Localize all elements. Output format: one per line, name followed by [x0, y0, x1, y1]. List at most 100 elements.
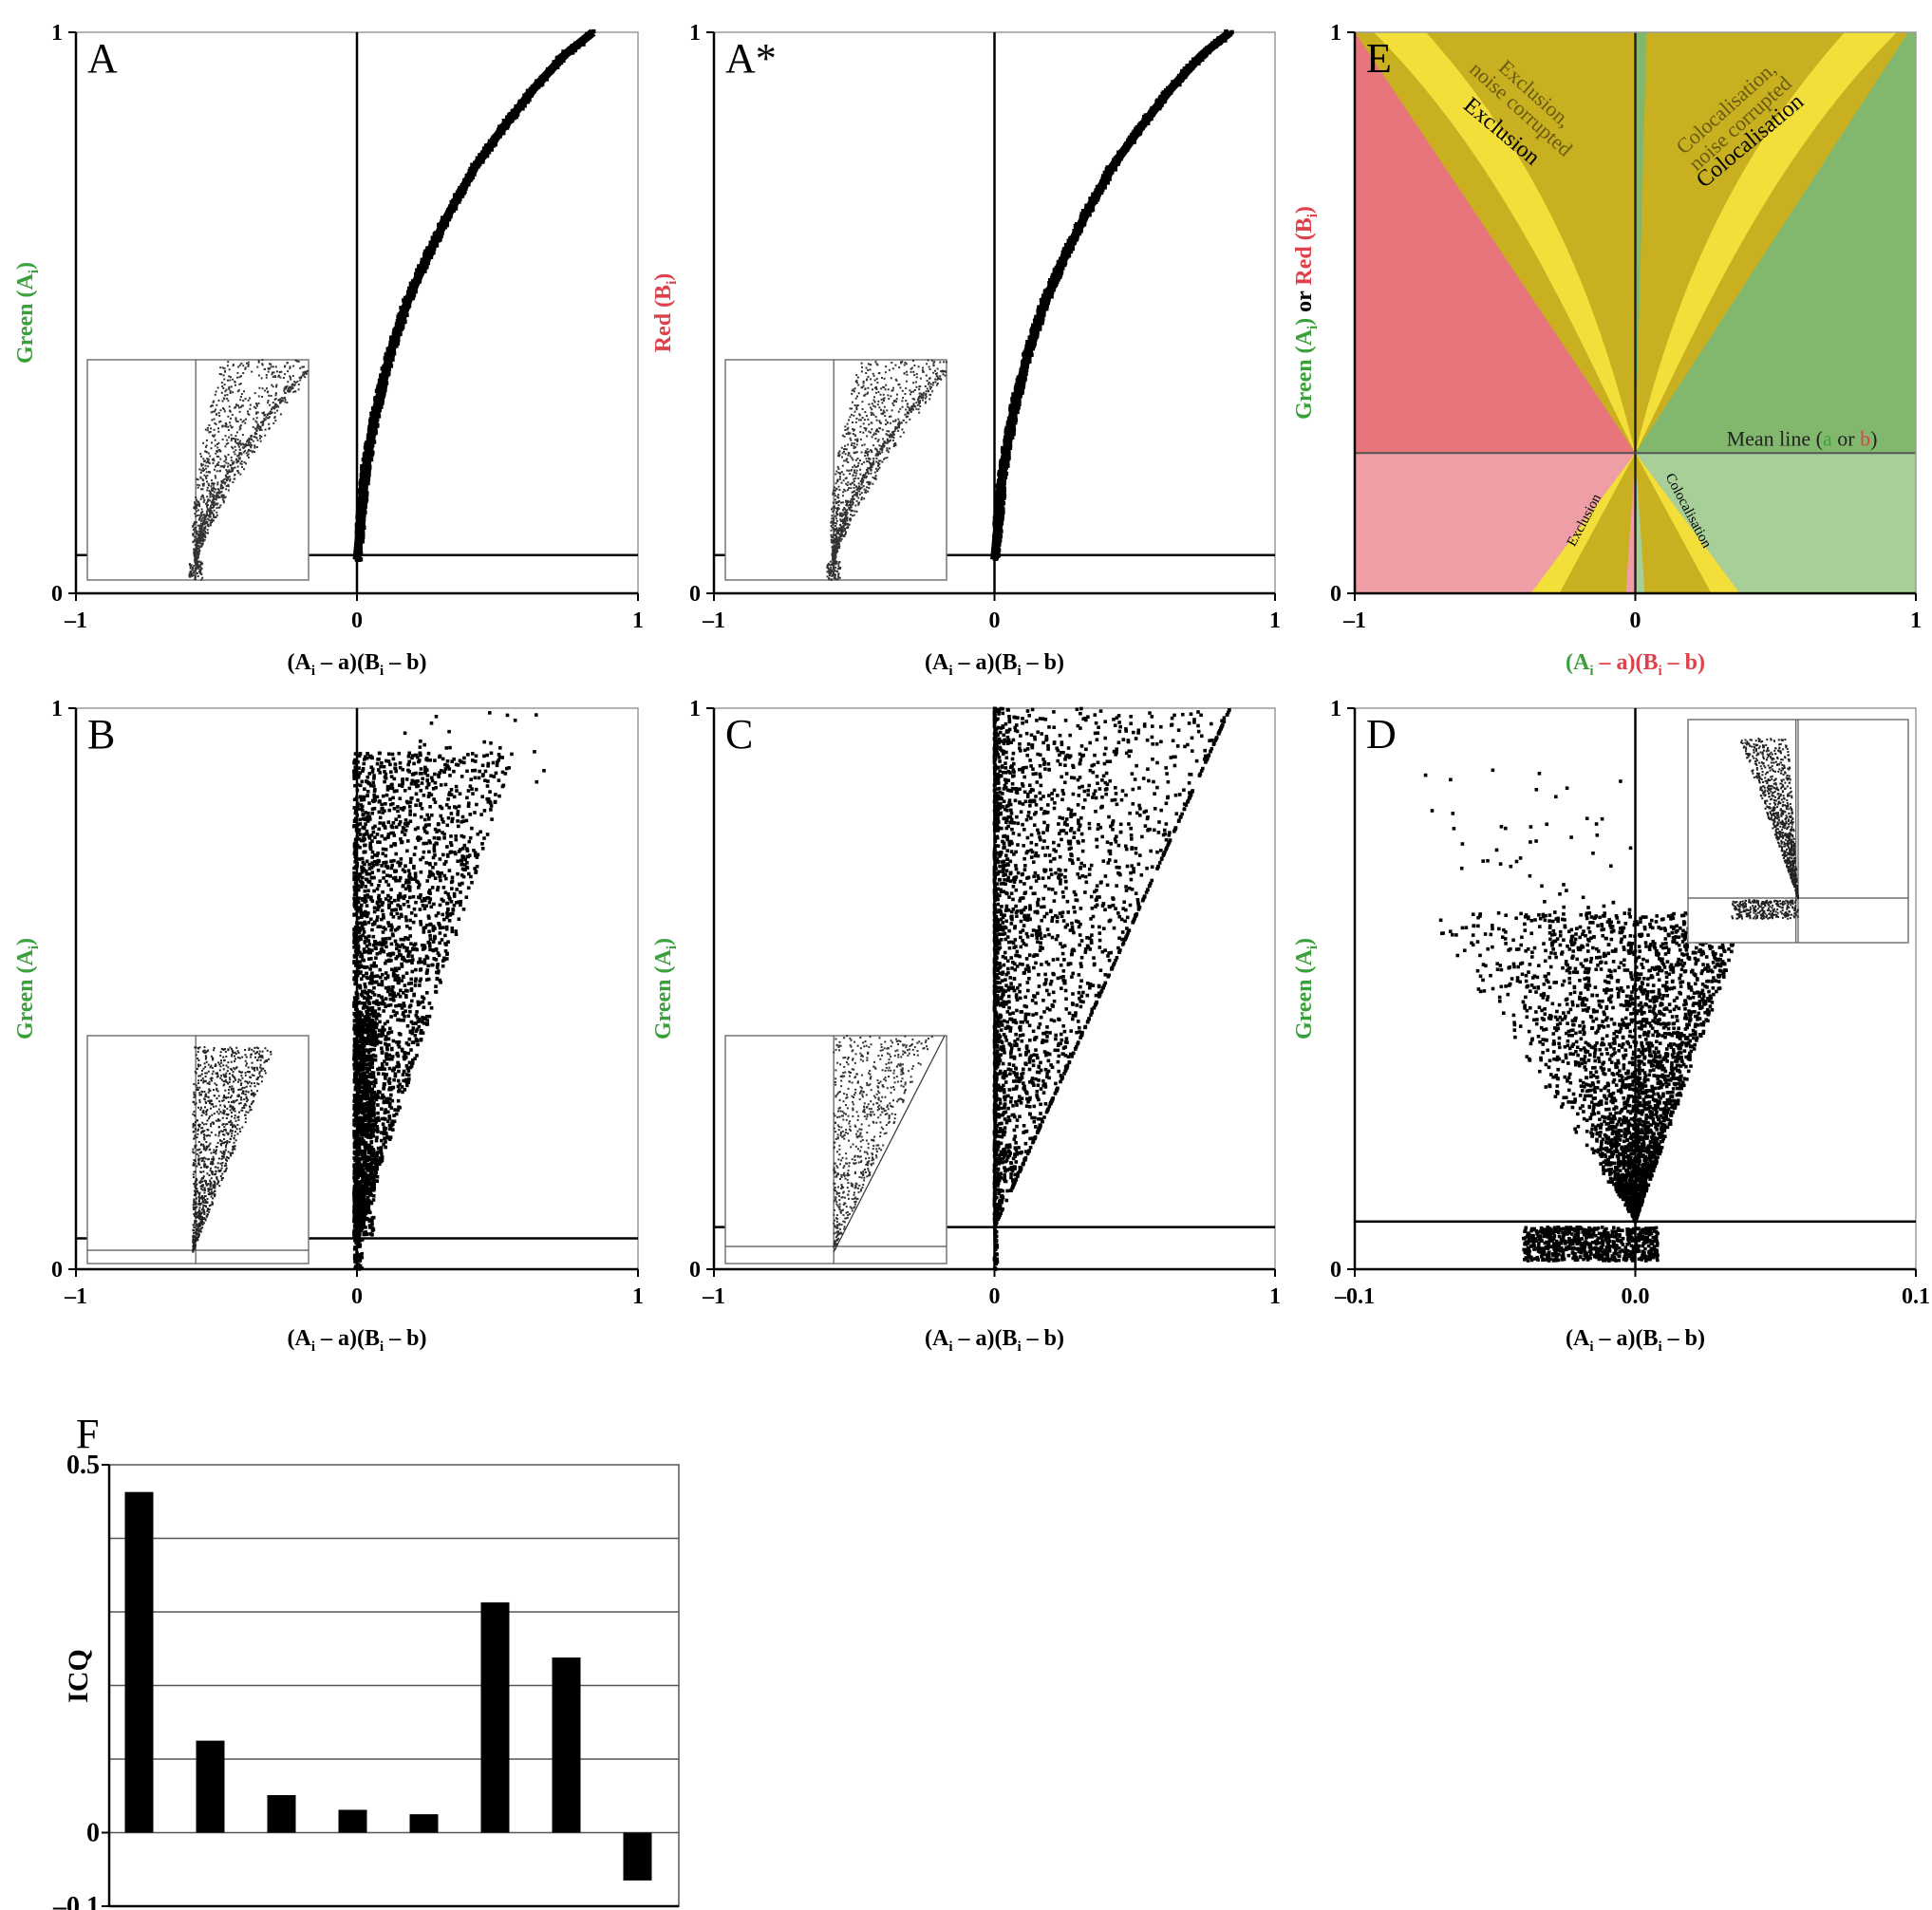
- data-point: [837, 508, 840, 510]
- data-point: [842, 479, 845, 482]
- data-point: [830, 529, 833, 532]
- data-point: [219, 409, 222, 412]
- data-point: [872, 388, 873, 391]
- data-point: [242, 400, 245, 403]
- data-point: [841, 501, 844, 504]
- data-point: [202, 528, 205, 531]
- data-point: [225, 469, 228, 472]
- data-point: [272, 421, 275, 424]
- data-point: [217, 461, 220, 464]
- data-point: [915, 373, 918, 375]
- data-point: [189, 572, 192, 574]
- data-point: [229, 421, 232, 424]
- data-point: [208, 484, 210, 487]
- data-point: [205, 510, 208, 513]
- data-point: [216, 413, 218, 416]
- data-point: [266, 417, 269, 420]
- data-point: [232, 481, 234, 483]
- data-point: [849, 416, 852, 419]
- data-point: [905, 421, 908, 424]
- xlabel-sub: i: [1017, 664, 1021, 679]
- data-point: [253, 445, 256, 448]
- data-point: [267, 390, 270, 393]
- data-point: [229, 390, 232, 392]
- data-point: [245, 444, 247, 447]
- data-point: [200, 531, 203, 534]
- data-point: [216, 483, 219, 486]
- data-point: [273, 416, 276, 419]
- data-point: [837, 485, 840, 488]
- data-point: [254, 403, 257, 405]
- data-point: [244, 421, 247, 424]
- data-point: [928, 365, 930, 368]
- data-point: [876, 450, 879, 453]
- data-point: [201, 467, 204, 470]
- data-point: [872, 374, 875, 377]
- data-point: [898, 383, 901, 385]
- data-point: [875, 467, 877, 470]
- data-point: [216, 464, 218, 466]
- data-point: [853, 479, 855, 482]
- data-point: [203, 474, 206, 477]
- data-point: [221, 438, 224, 440]
- x-tick-text: –1: [702, 609, 725, 633]
- data-point: [879, 421, 881, 424]
- data-point: [270, 365, 272, 368]
- data-point: [197, 534, 199, 536]
- data-point: [853, 490, 855, 493]
- data-point: [835, 528, 838, 531]
- data-point: [841, 464, 844, 467]
- x-axis-label: (Ai – a)(Bi – b): [287, 650, 426, 679]
- data-point: [865, 372, 868, 374]
- data-point: [193, 564, 196, 567]
- data-point: [264, 434, 267, 437]
- data-point: [225, 461, 228, 464]
- data-point: [238, 376, 241, 379]
- data-point: [219, 469, 221, 472]
- data-point: [936, 372, 938, 375]
- data-point: [203, 538, 206, 541]
- data-point: [224, 435, 227, 438]
- data-point: [258, 435, 261, 437]
- data-point: [229, 392, 232, 394]
- data-point: [847, 489, 850, 492]
- data-point: [852, 459, 854, 461]
- data-point: [197, 553, 199, 555]
- data-point: [252, 440, 254, 442]
- data-point: [194, 527, 197, 530]
- data-point: [861, 386, 864, 389]
- data-point: [216, 443, 218, 445]
- data-point: [837, 500, 840, 503]
- data-point: [889, 447, 891, 450]
- data-point: [212, 482, 215, 485]
- data-point: [221, 366, 224, 369]
- data-point: [208, 490, 211, 492]
- data-point: [898, 366, 901, 369]
- data-point: [872, 482, 874, 485]
- data-point: [895, 398, 898, 401]
- data-point: [291, 375, 294, 377]
- data-point: [202, 530, 205, 533]
- data-point: [193, 552, 196, 554]
- data-point: [216, 495, 218, 497]
- data-point: [919, 405, 922, 407]
- data-point: [241, 442, 244, 445]
- data-point: [197, 564, 200, 567]
- data-point: [835, 495, 836, 497]
- data-point: [847, 454, 850, 457]
- data-point: [282, 377, 285, 379]
- data-point: [223, 367, 226, 370]
- data-point: [881, 460, 884, 463]
- data-point: [220, 491, 223, 493]
- data-point: [866, 460, 869, 463]
- data-point: [847, 481, 850, 484]
- data-point: [286, 384, 289, 387]
- data-point: [217, 441, 220, 444]
- data-point: [269, 363, 271, 365]
- data-point: [221, 496, 224, 498]
- data-point: [868, 457, 870, 459]
- data-point: [194, 567, 197, 570]
- data-point: [194, 543, 197, 546]
- data-point: [871, 408, 873, 411]
- data-point: [197, 483, 199, 486]
